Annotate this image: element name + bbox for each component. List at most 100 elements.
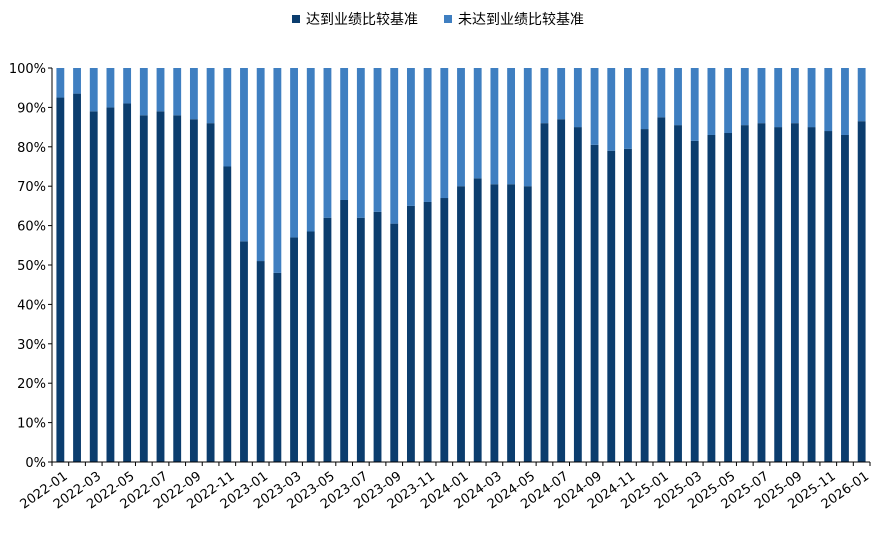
bar-achieved — [523, 186, 532, 462]
bar-not-achieved — [306, 68, 315, 232]
bar-achieved — [223, 166, 232, 462]
bar-achieved — [790, 123, 799, 462]
bar-not-achieved — [273, 68, 282, 273]
bar-not-achieved — [89, 68, 98, 112]
bar-not-achieved — [841, 68, 849, 135]
y-tick-label: 70% — [17, 180, 46, 195]
bar-achieved — [423, 201, 432, 462]
bar-not-achieved — [73, 68, 81, 94]
bar-not-achieved — [256, 68, 265, 262]
bar-series-group — [56, 68, 866, 463]
bar-not-achieved — [757, 68, 766, 124]
bar-not-achieved — [557, 68, 566, 120]
bar-achieved — [740, 125, 749, 462]
bar-achieved — [56, 97, 65, 463]
bar-not-achieved — [290, 68, 298, 238]
bar-achieved — [373, 211, 382, 462]
bar-achieved — [590, 144, 599, 462]
bar-achieved — [340, 199, 349, 463]
bar-not-achieved — [657, 68, 666, 118]
bar-achieved — [690, 140, 699, 462]
bar-achieved — [724, 133, 733, 462]
bar-not-achieved — [707, 68, 716, 135]
y-tick-label: 60% — [17, 220, 46, 235]
bar-not-achieved — [624, 68, 632, 149]
bar-not-achieved — [373, 68, 382, 212]
legend-item-achieved: 达到业绩比较基准 — [292, 9, 418, 29]
bar-not-achieved — [690, 68, 699, 141]
bar-not-achieved — [156, 68, 165, 112]
bar-achieved — [139, 115, 148, 462]
bar-not-achieved — [457, 68, 465, 187]
y-tick-label: 30% — [17, 338, 46, 353]
legend-swatch-achieved — [292, 15, 300, 23]
bar-achieved — [557, 119, 566, 462]
bar-achieved — [156, 111, 165, 462]
bar-achieved — [457, 186, 465, 462]
bar-achieved — [306, 231, 315, 462]
bar-achieved — [406, 205, 415, 462]
bar-not-achieved — [240, 68, 248, 242]
bar-not-achieved — [540, 68, 549, 124]
bar-achieved — [89, 111, 98, 462]
bar-achieved — [507, 184, 516, 463]
bar-achieved — [807, 127, 816, 462]
bar-achieved — [256, 261, 265, 462]
legend-swatch-not-achieved — [444, 15, 452, 23]
bar-not-achieved — [507, 68, 516, 185]
bar-achieved — [473, 178, 482, 462]
bar-achieved — [73, 93, 81, 463]
bar-achieved — [841, 134, 849, 463]
bar-achieved — [290, 237, 298, 462]
bar-achieved — [189, 119, 198, 462]
bar-not-achieved — [440, 68, 449, 199]
bar-not-achieved — [857, 68, 866, 122]
bar-achieved — [857, 121, 866, 462]
y-tick-label: 80% — [17, 141, 46, 156]
bar-achieved — [624, 148, 632, 462]
bar-not-achieved — [56, 68, 65, 98]
bar-not-achieved — [824, 68, 833, 132]
bar-not-achieved — [724, 68, 733, 134]
bar-achieved — [707, 134, 716, 463]
bar-not-achieved — [807, 68, 816, 128]
legend-label-achieved: 达到业绩比较基准 — [306, 12, 418, 28]
bar-not-achieved — [123, 68, 132, 104]
y-tick-label: 50% — [17, 259, 46, 274]
bar-achieved — [390, 223, 399, 462]
bar-not-achieved — [323, 68, 332, 218]
bar-not-achieved — [490, 68, 499, 185]
bar-achieved — [573, 127, 582, 462]
bar-not-achieved — [139, 68, 148, 116]
bar-not-achieved — [790, 68, 799, 124]
bar-achieved — [540, 123, 549, 462]
y-axis: 0% 10% 20% 30% 40% 50% 60% 70% 80% 90% 100% — [9, 62, 53, 471]
legend-label-not-achieved: 未达到业绩比较基准 — [458, 12, 584, 28]
bar-not-achieved — [189, 68, 198, 120]
bar-achieved — [240, 241, 248, 462]
bar-achieved — [607, 150, 616, 463]
bar-achieved — [206, 123, 215, 462]
bar-not-achieved — [356, 68, 365, 218]
bar-not-achieved — [106, 68, 115, 108]
bar-not-achieved — [340, 68, 349, 200]
bar-achieved — [273, 272, 282, 462]
bar-not-achieved — [590, 68, 599, 145]
bar-not-achieved — [674, 68, 682, 126]
bar-achieved — [440, 198, 449, 462]
bar-not-achieved — [473, 68, 482, 179]
bar-not-achieved — [774, 68, 783, 128]
bar-not-achieved — [523, 68, 532, 187]
bar-not-achieved — [223, 68, 232, 167]
bar-achieved — [123, 103, 132, 463]
bar-achieved — [323, 217, 332, 462]
y-tick-label: 100% — [9, 62, 46, 77]
x-axis: 2022-012022-032022-052022-072022-092022-… — [18, 461, 872, 512]
y-tick-label: 0% — [25, 456, 46, 471]
bar-not-achieved — [406, 68, 415, 206]
bar-achieved — [657, 117, 666, 462]
bar-not-achieved — [573, 68, 582, 128]
y-tick-label: 10% — [17, 417, 46, 432]
y-tick-label: 20% — [17, 377, 46, 392]
